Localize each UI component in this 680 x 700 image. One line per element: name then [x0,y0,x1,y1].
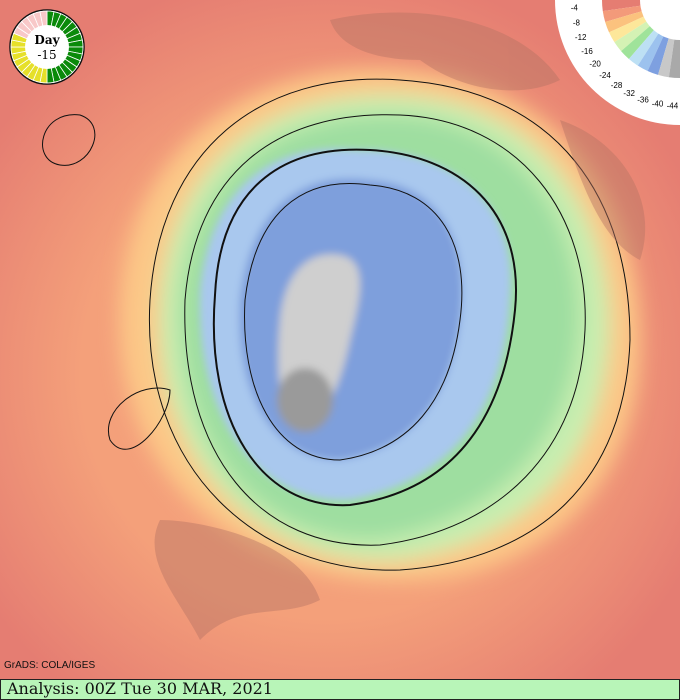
legend-label: -36 [637,95,649,104]
analysis-time: Analysis: 00Z Tue 30 MAR, 2021 [7,679,273,698]
legend-label: -40 [652,100,664,109]
legend-label: -8 [573,19,581,28]
color-legend: -4 -8 -12 -16 -20 -24-28-32-36 -40 -44 [555,0,680,125]
legend-label: -4 [571,4,579,13]
legend-label: -44 [667,102,679,111]
legend-label: -16 [581,47,593,56]
legend-label: -32 [623,89,635,98]
dial-day-label: Day [34,33,60,47]
grads-credit: GrADS: COLA/IGES [4,660,96,671]
dial-day-value: -15 [37,48,56,62]
legend-label: -28 [611,81,623,90]
day-dial: Day -15 [9,9,85,85]
legend-label: -12 [575,33,587,42]
hemispheric-temperature-map [0,0,680,679]
analysis-footer: Analysis: 00Z Tue 30 MAR, 2021 [0,679,680,700]
legend-label: -20 [589,60,601,69]
legend-label: -24 [599,71,611,80]
